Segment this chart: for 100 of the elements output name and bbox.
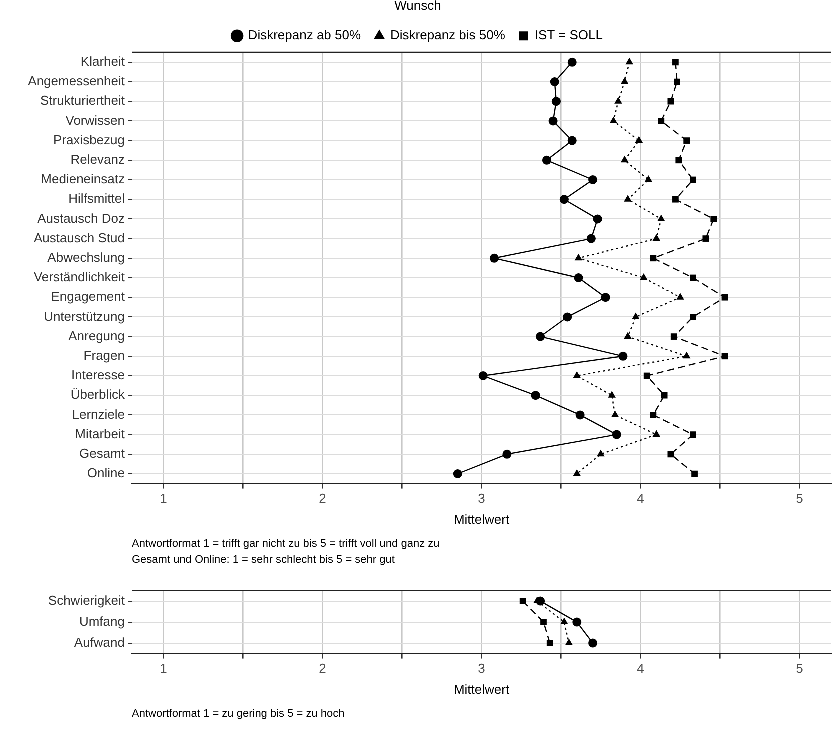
text: Antwortformat 1 = trifft gar nicht zu bis 5 = trifft voll und ganz zu [132,537,441,552]
point [668,451,674,458]
point [635,136,644,144]
y-tick-label: Anregung [68,328,125,344]
y-tick-label: Überblick [70,387,126,402]
point [614,97,622,104]
point [531,391,540,400]
point [682,352,691,359]
point [588,176,598,184]
point [490,254,499,263]
y-tick-label: Klarheit [80,54,126,69]
point [546,640,554,646]
point [702,236,710,242]
point [568,136,577,146]
y-tick-label: Interesse [72,368,125,383]
point [690,176,696,184]
y-tick-label: Engagement [51,289,126,304]
y-tick-label: Verständlichkeit [34,270,126,285]
point [540,619,547,626]
point [574,254,583,261]
point [593,214,602,224]
x-tick-label: 1 [160,661,168,676]
x-tick-label: 3 [478,491,486,506]
point [626,58,634,65]
point [674,78,680,86]
x-tick-label: 1 [160,491,168,506]
point [661,392,668,399]
x-tick-label: 4 [637,661,644,676]
y-tick-label: Lernziele [72,406,125,422]
x-tick-label: 5 [796,491,804,506]
point [672,59,679,66]
point [692,470,698,478]
point [597,450,605,457]
y-tick-label: Mitarbeit [75,426,126,442]
point [560,195,569,204]
point [572,618,582,627]
x-tick-label: 2 [319,491,326,506]
y-tick-label: Relevanz [70,152,125,167]
point [652,234,661,242]
point [620,78,629,84]
point [608,391,616,398]
point [610,116,618,124]
point [548,116,558,126]
point [640,274,648,280]
point [536,332,546,342]
point [722,294,728,301]
point [684,138,690,144]
y-tick-label: Schwierigkeit [48,592,126,608]
text: Gesamt und Online: 1 = sehr schlecht bis 5 = sehr gut [132,553,396,568]
point [652,430,661,438]
point [574,274,584,282]
point [552,97,561,106]
legend-label: Diskrepanz ab 50% [248,28,362,43]
y-tick-label: Gesamt [79,446,126,461]
point [520,598,526,604]
point [690,274,696,282]
point [650,255,657,262]
legend-label: IST = SOLL [534,28,603,43]
point [672,196,679,203]
point [657,214,666,222]
point [478,372,488,380]
point [710,216,718,222]
y-tick-label: Austausch Doz [38,210,125,226]
point [601,293,610,302]
point [722,353,728,360]
point [612,430,622,440]
x-axis-title: Mittelwert [454,512,510,527]
x-tick-label: 2 [319,661,326,676]
y-tick-label: Vorwissen [66,112,125,128]
x-tick-label: 5 [796,661,804,676]
point [624,195,632,202]
point [560,618,568,625]
point [453,470,462,478]
y-tick-label: Angemessenheit [28,74,126,89]
point [644,176,653,182]
point [542,156,552,165]
point [565,638,574,646]
point [618,352,628,361]
x-tick-label: 4 [637,491,644,506]
y-tick-label: Online [87,466,125,481]
point [632,312,640,320]
point [568,58,577,67]
y-tick-label: Umfang [79,614,125,629]
point [611,410,620,418]
y-tick-label: Fragen [84,348,125,363]
point [586,234,596,244]
point [550,78,560,86]
y-tick-label: Praxisbezug [53,132,125,148]
point [563,312,572,322]
point [668,98,674,105]
y-tick-label: Strukturiertheit [40,93,126,108]
point [690,314,696,320]
point [576,410,585,420]
point [670,334,678,340]
x-tick-label: 3 [478,661,486,676]
text: Antwortformat 1 = zu gering bis 5 = zu hoch [132,707,346,722]
point [658,118,665,124]
point [573,470,582,476]
y-tick-label: Abwechslung [48,250,125,265]
point [588,638,598,648]
